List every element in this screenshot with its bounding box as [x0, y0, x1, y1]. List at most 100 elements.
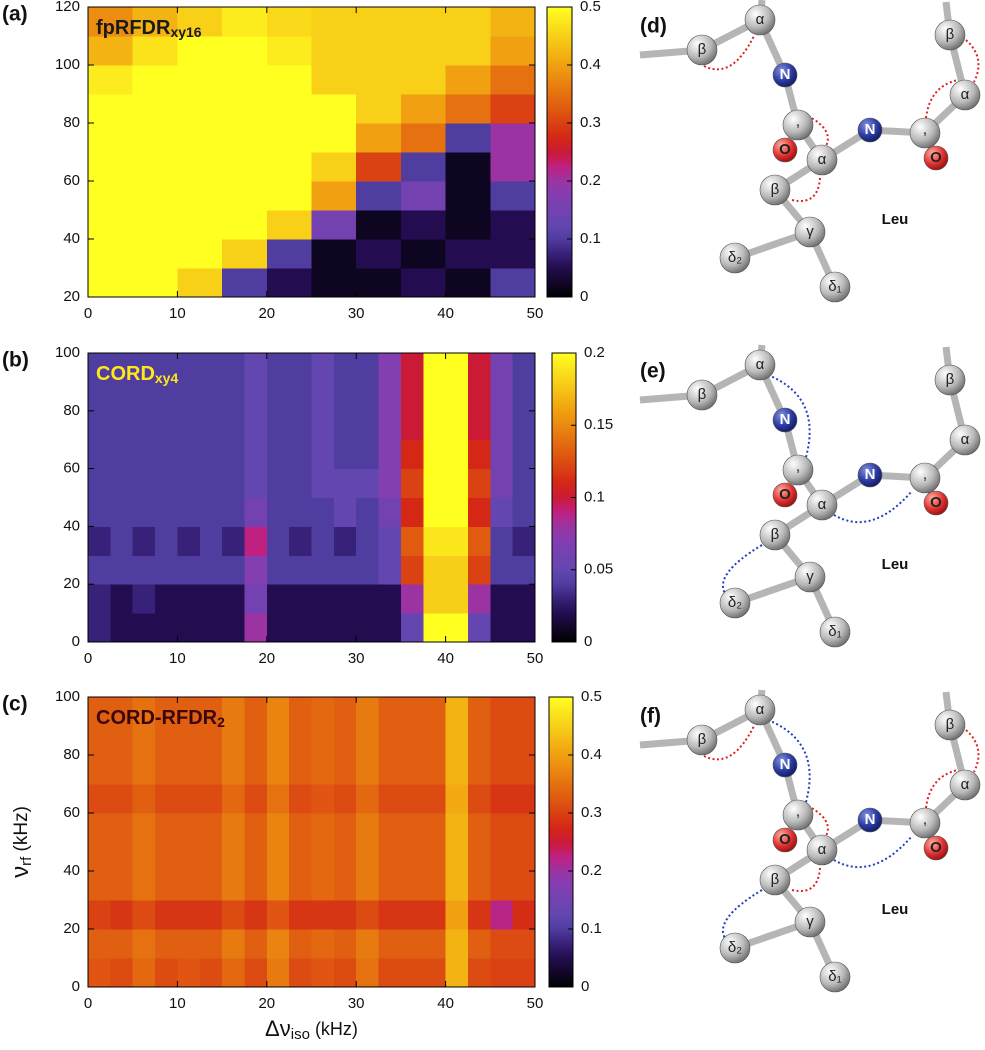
- x-tick-label: 0: [84, 305, 92, 322]
- y-tick-label: 40: [63, 862, 80, 879]
- heatmap-cell: [222, 123, 268, 153]
- heatmap-cell: [356, 468, 380, 498]
- atom-label: ,: [923, 466, 927, 483]
- heatmap-cell: [222, 497, 245, 527]
- heatmap-cell: [311, 784, 335, 814]
- heatmap-cell: [199, 526, 223, 556]
- coupling-arc: [721, 889, 763, 941]
- heatmap-cell: [333, 555, 357, 585]
- atom-label: β: [946, 716, 955, 733]
- heatmap-cell: [378, 784, 402, 814]
- heatmap-cell: [445, 526, 469, 556]
- heatmap-cell: [378, 958, 402, 988]
- heatmap-cell: [199, 613, 223, 643]
- heatmap-cell: [266, 755, 290, 785]
- heatmap-cell: [400, 268, 447, 298]
- heatmap-cell: [333, 526, 357, 556]
- heatmap-cell: [155, 468, 178, 498]
- heatmap-cell: [132, 181, 178, 211]
- heatmap-cell: [110, 468, 134, 498]
- heatmap-cell: [110, 900, 134, 930]
- atom: [772, 137, 798, 163]
- heatmap-cell: [467, 526, 491, 556]
- heatmap-cell: [490, 410, 514, 441]
- heatmap-cell: [400, 353, 424, 383]
- heatmap-cell: [132, 94, 178, 124]
- heatmap-cell: [177, 497, 201, 527]
- heatmap-cell: [177, 65, 223, 95]
- atom: [806, 489, 838, 521]
- atom-label: δ₁: [828, 278, 841, 295]
- heatmap-cell: [266, 94, 312, 124]
- heatmap-cell: [311, 697, 335, 727]
- atom: [909, 462, 941, 494]
- heatmap-cell: [490, 353, 514, 383]
- heatmap-cell: [423, 613, 447, 643]
- heatmap-cell: [155, 958, 178, 988]
- heatmap-cell: [400, 7, 447, 37]
- colorbar-tick-label: 0.1: [580, 230, 601, 247]
- heatmap-cell: [88, 468, 111, 498]
- heatmap-cell: [110, 555, 134, 585]
- atom-label: N: [780, 756, 791, 773]
- heatmap-cell: [311, 210, 357, 240]
- heatmap-cell: [356, 410, 380, 441]
- heatmap-cell: [467, 497, 491, 527]
- x-tick-label: 20: [258, 650, 275, 667]
- coupling-arc: [925, 769, 959, 809]
- heatmap-cell: [400, 929, 424, 959]
- heatmap-cell: [512, 439, 536, 470]
- heatmap-cell: [333, 697, 357, 727]
- heatmap-cell: [445, 468, 469, 498]
- heatmap-cell: [378, 353, 402, 383]
- heatmap-cell: [88, 929, 111, 959]
- panel-label: (c): [2, 693, 28, 716]
- heatmap-cell: [222, 7, 268, 37]
- x-tick-label: 20: [258, 995, 275, 1012]
- heatmap-cell: [222, 468, 245, 498]
- heatmap-cell: [467, 726, 491, 756]
- plot-title: fpRFDRxy16: [96, 17, 202, 39]
- heatmap-cell: [222, 555, 245, 585]
- atom-label: ,: [923, 121, 927, 138]
- heatmap-cell: [222, 584, 245, 614]
- heatmap-cell: [155, 410, 178, 441]
- plot-frame: [87, 696, 536, 988]
- heatmap-cell: [244, 929, 268, 959]
- heatmap-cell: [132, 353, 156, 383]
- heatmap-cell: [400, 755, 424, 785]
- atom-label: δ₂: [728, 594, 742, 611]
- heatmap-cell: [423, 871, 447, 901]
- atom: [782, 454, 814, 486]
- atom-label: γ: [806, 913, 814, 930]
- heatmap-cell: [199, 584, 223, 614]
- colorbar-tick-label: 0.4: [581, 746, 602, 763]
- heatmap-cell: [110, 526, 134, 556]
- heatmap-cell: [400, 958, 424, 988]
- atom-label: β: [698, 731, 707, 748]
- heatmap-cell: [356, 958, 380, 988]
- heatmap-cell: [423, 381, 447, 412]
- heatmap-cell: [266, 123, 312, 153]
- heatmap-cell: [400, 900, 424, 930]
- heatmap-cell: [177, 7, 223, 37]
- heatmap-cell: [333, 784, 357, 814]
- colorbar-tick-label: 0.3: [581, 804, 602, 821]
- heatmap-cell: [88, 181, 134, 211]
- coupling-arc: [833, 490, 913, 524]
- heatmap-cell: [333, 726, 357, 756]
- heatmap-cell: [88, 239, 134, 269]
- heatmap-cell: [490, 123, 536, 153]
- heatmap-cell: [177, 526, 201, 556]
- heatmap-cell: [512, 929, 536, 959]
- atom-label: δ₂: [728, 939, 742, 956]
- colorbar-tick-label: 0: [584, 633, 592, 650]
- heatmap-cell: [445, 353, 469, 383]
- heatmap-cell: [400, 697, 424, 727]
- heatmap-cell: [445, 210, 491, 240]
- heatmap-cell: [467, 871, 491, 901]
- heatmap-cell: [266, 613, 290, 643]
- colorbar-tick-label: 0.5: [581, 688, 602, 705]
- heatmap-cell: [445, 239, 491, 269]
